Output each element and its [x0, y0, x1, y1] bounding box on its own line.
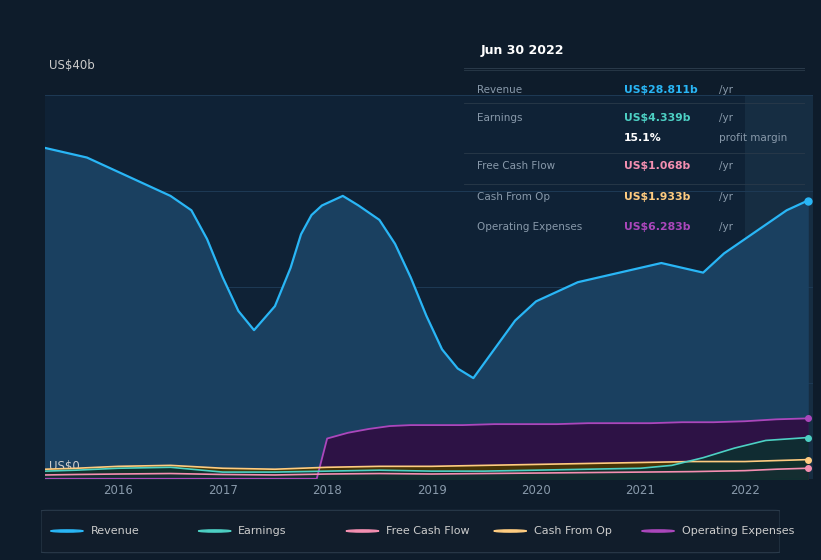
FancyBboxPatch shape [41, 510, 780, 553]
Text: Revenue: Revenue [90, 526, 140, 536]
Circle shape [51, 530, 83, 532]
Circle shape [199, 530, 231, 532]
Text: US$4.339b: US$4.339b [624, 113, 690, 123]
Text: Operating Expenses: Operating Expenses [478, 222, 583, 232]
Text: Jun 30 2022: Jun 30 2022 [481, 44, 564, 57]
Text: /yr: /yr [719, 161, 733, 171]
Text: /yr: /yr [719, 222, 733, 232]
Circle shape [346, 530, 378, 532]
Text: US$1.068b: US$1.068b [624, 161, 690, 171]
Text: US$0: US$0 [49, 460, 80, 473]
Text: US$1.933b: US$1.933b [624, 192, 690, 202]
Text: Free Cash Flow: Free Cash Flow [386, 526, 470, 536]
Text: Operating Expenses: Operating Expenses [681, 526, 794, 536]
Text: US$40b: US$40b [49, 59, 94, 72]
Text: US$6.283b: US$6.283b [624, 222, 690, 232]
Text: Cash From Op: Cash From Op [478, 192, 551, 202]
Text: /yr: /yr [719, 192, 733, 202]
Text: Earnings: Earnings [238, 526, 287, 536]
Text: /yr: /yr [719, 113, 733, 123]
Text: Cash From Op: Cash From Op [534, 526, 612, 536]
Text: profit margin: profit margin [719, 133, 787, 143]
Text: Earnings: Earnings [478, 113, 523, 123]
Text: /yr: /yr [719, 85, 733, 95]
Circle shape [494, 530, 526, 532]
Text: US$28.811b: US$28.811b [624, 85, 698, 95]
Text: 15.1%: 15.1% [624, 133, 662, 143]
Circle shape [642, 530, 674, 532]
Text: Revenue: Revenue [478, 85, 523, 95]
Bar [745, 95, 813, 479]
Text: Free Cash Flow: Free Cash Flow [478, 161, 556, 171]
